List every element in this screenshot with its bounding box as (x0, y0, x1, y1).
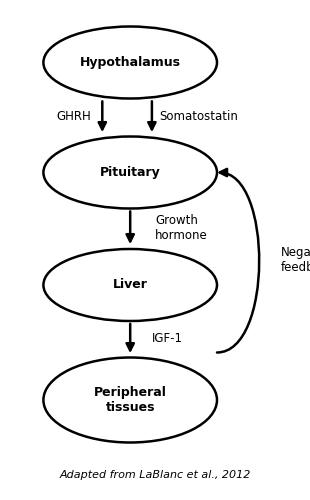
Text: IGF-1: IGF-1 (152, 332, 183, 345)
Ellipse shape (43, 136, 217, 208)
Text: Somatostatin: Somatostatin (160, 110, 238, 124)
Text: Peripheral
tissues: Peripheral tissues (94, 386, 167, 414)
Ellipse shape (43, 358, 217, 442)
FancyArrowPatch shape (217, 169, 259, 352)
Ellipse shape (43, 26, 217, 99)
Text: Growth
hormone: Growth hormone (155, 214, 208, 242)
Ellipse shape (43, 249, 217, 321)
Text: GHRH: GHRH (57, 110, 91, 124)
Text: Pituitary: Pituitary (100, 166, 161, 179)
Text: Hypothalamus: Hypothalamus (80, 56, 181, 69)
Text: Negative
feedback: Negative feedback (281, 246, 310, 274)
Text: Liver: Liver (113, 278, 148, 291)
Text: Adapted from LaBlanc et al., 2012: Adapted from LaBlanc et al., 2012 (59, 470, 251, 480)
